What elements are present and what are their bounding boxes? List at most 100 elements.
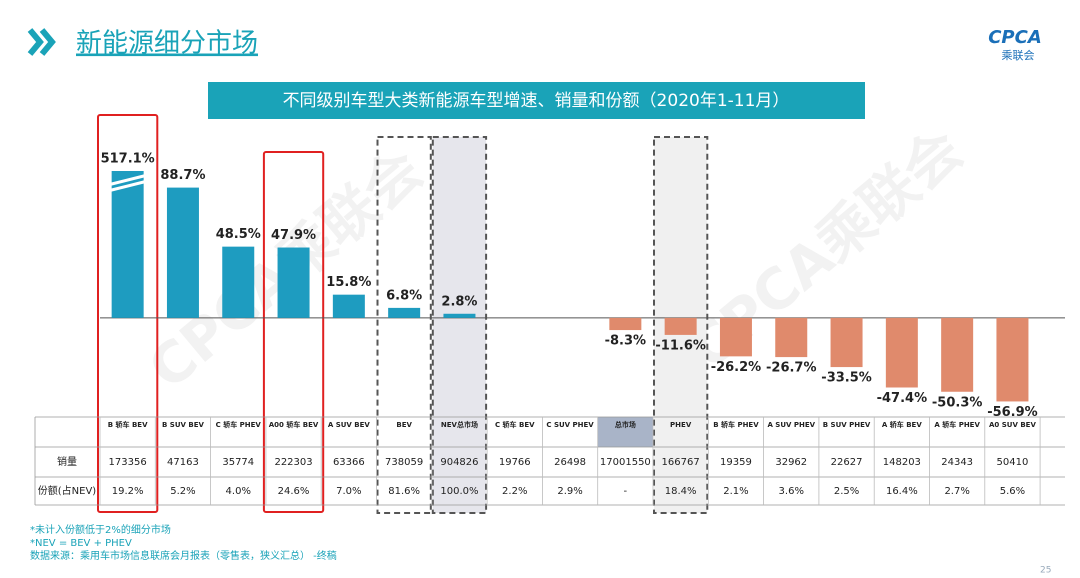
table-cell: 4.0% <box>226 486 251 497</box>
table-cell: - <box>624 486 628 497</box>
x-tick-label: 总市场 <box>615 420 636 429</box>
header-title: 新能源细分市场 <box>76 29 258 59</box>
value-label: 15.8% <box>326 275 371 290</box>
value-label: -11.6% <box>655 338 706 353</box>
value-label: -33.5% <box>821 371 872 386</box>
table-cell: 26498 <box>554 457 586 468</box>
table-cell: 5.6% <box>1000 486 1025 497</box>
bar <box>996 317 1029 402</box>
header-chevrons <box>27 28 56 56</box>
value-label: 2.8% <box>441 294 477 309</box>
bar <box>719 317 752 357</box>
table-cell: 19.2% <box>112 486 144 497</box>
table-cell: 17001550 <box>600 457 651 468</box>
table-cell: 18.4% <box>665 486 697 497</box>
bar <box>166 187 199 318</box>
table-cell: 2.9% <box>557 486 582 497</box>
bar <box>222 246 255 318</box>
dashed-box <box>376 136 432 514</box>
x-tick-label: B 轿车 PHEV <box>713 420 759 429</box>
table-cell: 904826 <box>440 457 478 468</box>
table-cell: 19359 <box>720 457 752 468</box>
table-cell: 173356 <box>109 457 147 468</box>
table-cell: 148203 <box>883 457 921 468</box>
value-label: -8.3% <box>605 334 646 349</box>
note: *NEV = BEV + PHEV <box>30 538 132 549</box>
table-cell: 166767 <box>662 457 700 468</box>
note: 数据来源：乘用车市场信息联席会月报表（零售表，狭义汇总） -终稿 <box>30 549 337 562</box>
table-cell: 738059 <box>385 457 423 468</box>
table-cell: 2.2% <box>502 486 527 497</box>
x-tick-label: B SUV BEV <box>162 421 204 429</box>
value-label: 47.9% <box>271 228 316 243</box>
x-tick-label: A00 轿车 BEV <box>269 420 319 429</box>
title-box <box>208 82 865 119</box>
dashed-box <box>653 136 709 514</box>
row-label: 销量 <box>57 455 77 468</box>
x-tick-label: A SUV BEV <box>328 421 371 429</box>
table-cell: 16.4% <box>886 486 918 497</box>
bar <box>664 317 697 335</box>
table-cell: 7.0% <box>336 486 361 497</box>
x-tick-label: B SUV PHEV <box>823 421 871 429</box>
table-cell: 47163 <box>167 457 199 468</box>
axis-break <box>107 173 149 193</box>
value-label: -26.2% <box>711 360 762 375</box>
table-cell: 81.6% <box>388 486 420 497</box>
table-cell: 22627 <box>831 457 863 468</box>
table-cell: 19766 <box>499 457 531 468</box>
table-cell: 63366 <box>333 457 365 468</box>
x-tick-label: A0 SUV BEV <box>989 421 1036 429</box>
x-tick-label: C SUV PHEV <box>546 421 594 429</box>
value-label: -56.9% <box>987 405 1038 420</box>
table-cell: 35774 <box>222 457 254 468</box>
x-tick-label: C 轿车 BEV <box>495 420 535 429</box>
value-label: -26.7% <box>766 361 817 376</box>
x-tick-label: A SUV PHEV <box>767 421 815 429</box>
bar <box>775 317 808 358</box>
bar <box>609 317 642 331</box>
table-cell: 24343 <box>941 457 973 468</box>
row-label: 份额(占NEV) <box>38 484 97 497</box>
bar <box>388 307 421 318</box>
bar <box>830 317 863 368</box>
table-cell: 5.2% <box>170 486 195 497</box>
table-cell: 2.5% <box>834 486 859 497</box>
x-tick-label: A 轿车 PHEV <box>934 420 980 429</box>
table-cell: 100.0% <box>440 486 478 497</box>
value-label: 48.5% <box>216 227 261 242</box>
value-label: 6.8% <box>386 288 422 303</box>
dashed-box <box>431 136 488 514</box>
logo-sub: 乘联会 <box>1002 49 1035 62</box>
red-box <box>262 151 325 513</box>
column-highlight <box>432 137 487 513</box>
table-cell: 2.1% <box>723 486 748 497</box>
chart-title: 不同级别车型大类新能源车型增速、销量和份额（2020年1-11月） <box>283 91 790 111</box>
table-header-shade <box>597 417 653 447</box>
value-label: 88.7% <box>160 168 205 183</box>
table-cell: 2.7% <box>944 486 969 497</box>
bar <box>885 317 918 388</box>
page-number: 25 <box>1040 566 1051 575</box>
x-tick-label: A 轿车 BEV <box>882 420 922 429</box>
x-tick-label: PHEV <box>670 421 692 429</box>
table-cell: 32962 <box>775 457 807 468</box>
bar <box>941 317 974 392</box>
value-label: 517.1% <box>101 152 155 167</box>
value-label: -47.4% <box>877 391 928 406</box>
logo: CPCA <box>988 27 1042 48</box>
x-tick-label: NEV总市场 <box>441 420 478 429</box>
x-tick-label: BEV <box>396 421 412 429</box>
bar <box>277 247 310 318</box>
bar <box>443 313 476 318</box>
x-tick-label: C 轿车 PHEV <box>216 420 262 429</box>
table-cell: 222303 <box>274 457 312 468</box>
bar <box>332 294 365 318</box>
x-tick-label: B 轿车 BEV <box>108 420 148 429</box>
table-cell: 3.6% <box>779 486 804 497</box>
note: *未计入份额低于2%的细分市场 <box>30 523 171 536</box>
value-label: -50.3% <box>932 395 983 410</box>
table-cell: 24.6% <box>278 486 310 497</box>
table-cell: 50410 <box>997 457 1029 468</box>
